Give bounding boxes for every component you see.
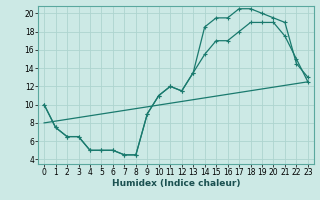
X-axis label: Humidex (Indice chaleur): Humidex (Indice chaleur) (112, 179, 240, 188)
